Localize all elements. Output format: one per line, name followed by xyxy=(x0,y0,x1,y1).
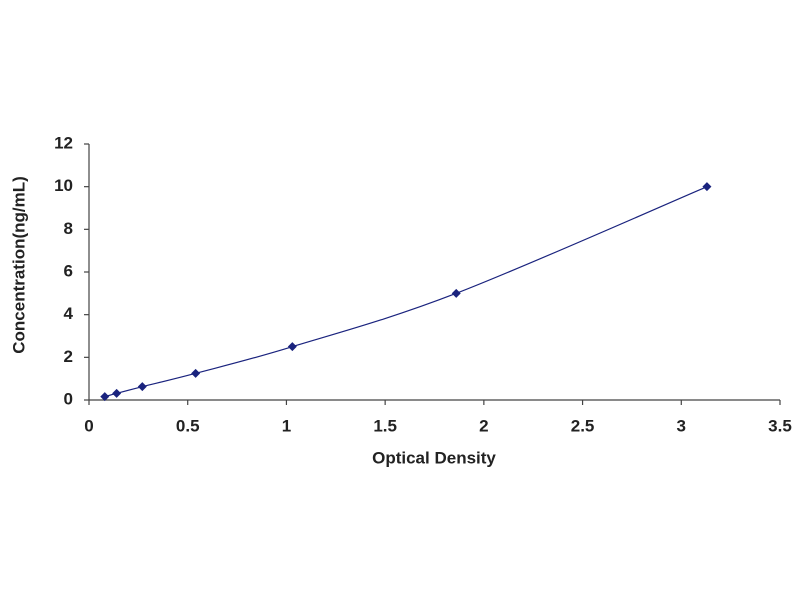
x-tick-label: 2 xyxy=(479,416,488,435)
data-point xyxy=(191,368,201,378)
y-tick-label: 0 xyxy=(64,389,73,408)
data-point xyxy=(287,342,297,352)
x-tick-label: 0.5 xyxy=(176,416,200,435)
data-point xyxy=(100,392,110,402)
y-tick-label: 2 xyxy=(64,347,73,366)
y-tick-label: 12 xyxy=(54,133,73,152)
x-tick-label: 1 xyxy=(282,416,291,435)
x-tick-label: 0 xyxy=(84,416,93,435)
data-point xyxy=(451,288,461,298)
data-point xyxy=(702,182,712,192)
x-axis-label: Optical Density xyxy=(372,448,496,467)
x-tick-label: 3.5 xyxy=(768,416,792,435)
data-point xyxy=(112,388,122,398)
x-tick-label: 3 xyxy=(677,416,686,435)
y-tick-label: 4 xyxy=(64,304,74,323)
x-tick-label: 1.5 xyxy=(373,416,397,435)
y-tick-label: 10 xyxy=(54,176,73,195)
data-point xyxy=(137,382,147,392)
x-tick-label: 2.5 xyxy=(571,416,595,435)
y-tick-label: 8 xyxy=(64,219,73,238)
curve xyxy=(104,186,708,398)
y-axis-label: Concentration(ng/mL) xyxy=(9,176,28,354)
y-tick-label: 6 xyxy=(64,261,73,280)
